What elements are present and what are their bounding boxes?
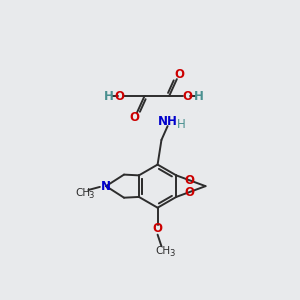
Text: CH: CH (155, 246, 171, 256)
Text: O: O (153, 222, 163, 235)
Text: NH: NH (158, 115, 178, 128)
Text: O: O (184, 186, 194, 199)
Text: O: O (130, 111, 140, 124)
Text: H: H (103, 90, 113, 103)
Text: H: H (194, 90, 204, 103)
Text: O: O (174, 68, 184, 81)
Text: CH: CH (75, 188, 91, 198)
Text: H: H (177, 118, 186, 131)
Text: 3: 3 (88, 191, 93, 200)
Text: 3: 3 (169, 249, 175, 258)
Text: O: O (115, 90, 125, 103)
Text: O: O (183, 90, 193, 103)
Text: N: N (101, 180, 111, 193)
Text: O: O (184, 174, 194, 187)
